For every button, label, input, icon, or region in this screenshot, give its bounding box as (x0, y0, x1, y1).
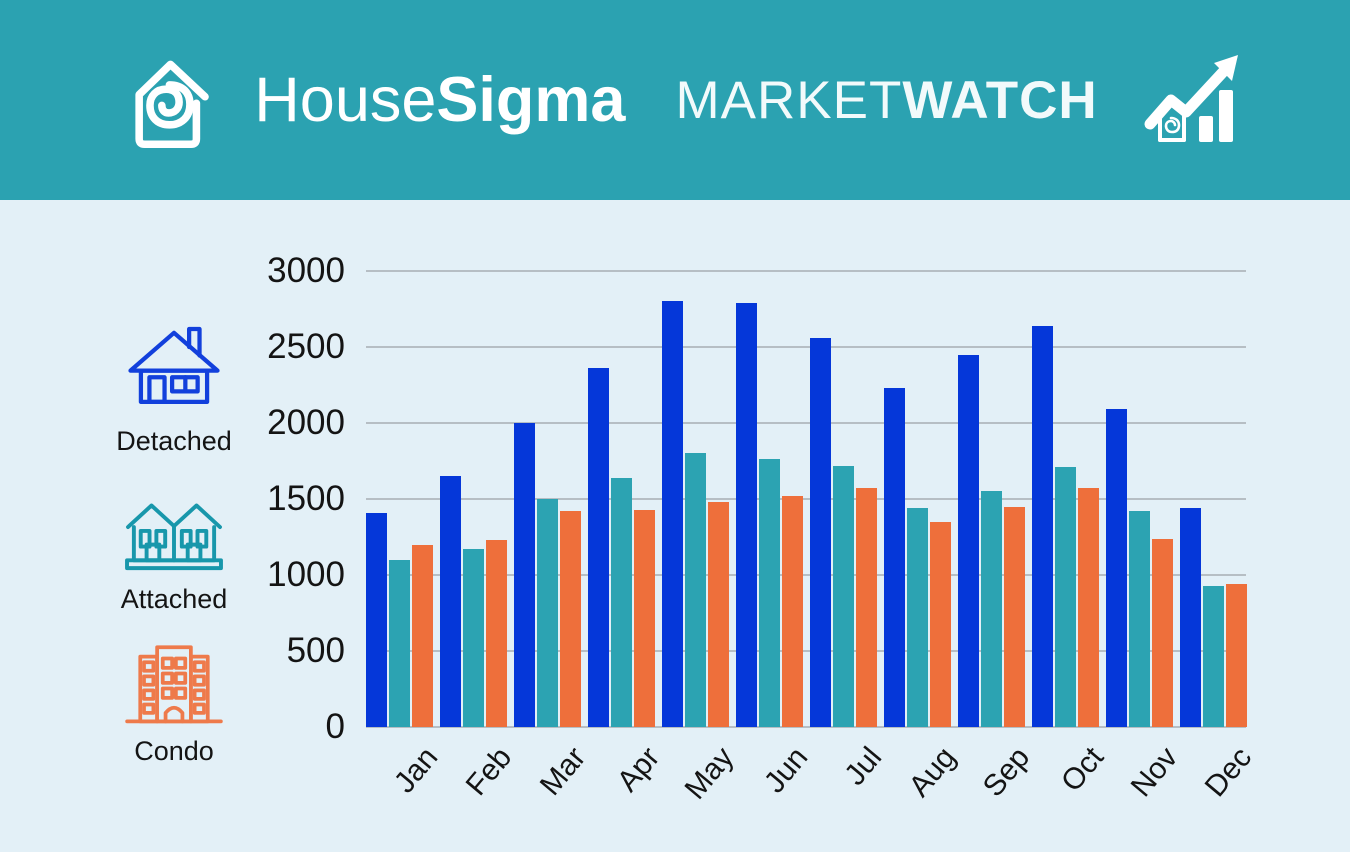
page-title-regular: MARKET (675, 70, 903, 130)
x-tick-sep: Sep (976, 741, 1036, 804)
legend-label-detached: Detached (116, 426, 232, 456)
bar-detached-jun (735, 302, 757, 727)
bar-condo-jun (781, 495, 804, 727)
x-tick-dec: Dec (1198, 741, 1258, 804)
bar-condo-sep (1003, 506, 1026, 727)
bar-attached-oct (1054, 467, 1077, 727)
brand-name-regular: House (254, 65, 437, 135)
brand-name-bold: Sigma (436, 65, 626, 135)
bar-detached-mar (513, 423, 535, 727)
gridline-0 (365, 726, 1246, 728)
x-tick-aug: Aug (902, 741, 962, 804)
bar-attached-jan (388, 559, 411, 727)
bar-detached-feb (439, 476, 461, 727)
x-tick-feb: Feb (459, 741, 518, 802)
detached-house-icon (128, 326, 220, 404)
y-tick-2500: 2500 (267, 327, 345, 366)
x-tick-jul: Jul (838, 741, 888, 792)
housesigma-logo-icon (135, 60, 210, 149)
y-tick-1000: 1000 (267, 555, 345, 594)
bar-detached-jul (809, 337, 831, 727)
bar-attached-aug (906, 508, 929, 727)
y-tick-500: 500 (286, 631, 345, 670)
y-tick-3000: 3000 (267, 251, 345, 290)
bar-detached-dec (1179, 508, 1201, 727)
bar-condo-mar (559, 511, 582, 727)
bar-detached-apr (587, 368, 609, 727)
bar-detached-may (661, 301, 683, 727)
x-tick-jan: Jan (387, 741, 444, 800)
x-tick-jun: Jun (757, 741, 814, 800)
legend-label-condo: Condo (134, 736, 214, 766)
bar-attached-mar (536, 499, 559, 727)
bar-condo-feb (485, 540, 508, 727)
x-tick-oct: Oct (1054, 741, 1110, 798)
bar-detached-jan (365, 512, 387, 727)
gridline-1000 (365, 574, 1246, 576)
attached-houses-icon (125, 503, 223, 571)
header-banner: HouseSigma MARKETWATCH (0, 0, 1350, 200)
legend-label-attached: Attached (120, 584, 228, 614)
bar-condo-aug (929, 521, 952, 727)
legend-item-condo: Condo (108, 636, 240, 767)
bar-attached-sep (980, 491, 1003, 727)
y-tick-2000: 2000 (267, 403, 345, 442)
page-title-bold: WATCH (902, 70, 1098, 130)
gridline-500 (365, 650, 1246, 652)
bar-attached-may (684, 453, 707, 727)
x-tick-nov: Nov (1124, 741, 1184, 804)
bar-attached-jul (832, 465, 855, 727)
bar-condo-nov (1151, 538, 1174, 727)
x-tick-apr: Apr (610, 741, 666, 798)
gridline-2500 (365, 346, 1246, 348)
bar-condo-may (707, 502, 730, 727)
bar-detached-oct (1031, 325, 1053, 727)
legend-item-detached: Detached (108, 312, 240, 457)
brand-name: HouseSigma (254, 64, 625, 136)
bar-attached-apr (610, 477, 633, 727)
y-tick-0: 0 (325, 707, 345, 746)
gridline-1500 (365, 498, 1246, 500)
bar-detached-nov (1105, 409, 1127, 727)
page-title: MARKETWATCH (675, 70, 1097, 131)
bar-attached-dec (1202, 585, 1225, 727)
bar-detached-aug (883, 388, 905, 727)
condo-building-icon (125, 645, 223, 724)
bar-condo-jan (411, 544, 434, 727)
bar-detached-sep (957, 354, 979, 727)
gridline-2000 (365, 422, 1246, 424)
bar-condo-apr (633, 509, 656, 727)
bar-condo-oct (1077, 488, 1100, 727)
bar-condo-dec (1225, 584, 1248, 727)
gridline-3000 (365, 270, 1246, 272)
bar-attached-jun (758, 459, 781, 727)
x-tick-mar: Mar (533, 741, 592, 802)
legend-item-attached: Attached (108, 482, 240, 615)
bar-attached-feb (462, 549, 485, 727)
bar-attached-nov (1128, 511, 1151, 727)
bar-condo-jul (855, 488, 878, 727)
house-trend-arrow-chart-icon (1144, 55, 1238, 142)
y-tick-1500: 1500 (267, 479, 345, 518)
x-tick-may: May (678, 741, 740, 806)
